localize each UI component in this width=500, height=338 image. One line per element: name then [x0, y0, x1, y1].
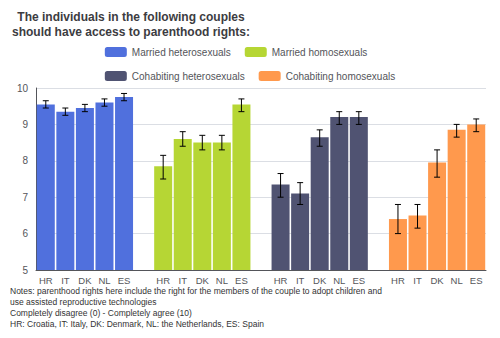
svg-text:10: 10 [17, 83, 29, 94]
svg-text:HR: HR [156, 275, 170, 286]
svg-text:use assisted reproductive tech: use assisted reproductive technologies [10, 297, 156, 307]
svg-text:DK: DK [196, 275, 210, 286]
svg-text:DK: DK [313, 275, 327, 286]
svg-text:ES: ES [352, 275, 365, 286]
svg-text:IT: IT [179, 275, 188, 286]
svg-text:Married heterosexuals: Married heterosexuals [132, 47, 231, 58]
svg-text:8: 8 [22, 155, 28, 166]
svg-text:IT: IT [61, 275, 70, 286]
svg-text:NL: NL [333, 275, 345, 286]
svg-text:ES: ES [470, 275, 483, 286]
svg-text:ES: ES [118, 275, 131, 286]
svg-text:Married homosexuals: Married homosexuals [272, 47, 368, 58]
svg-text:Cohabiting heterosexuals: Cohabiting heterosexuals [132, 71, 245, 82]
svg-text:DK: DK [78, 275, 92, 286]
svg-text:The individuals in the followi: The individuals in the following couples [17, 10, 245, 24]
svg-text:HR: HR [274, 275, 288, 286]
svg-text:ES: ES [235, 275, 248, 286]
svg-text:Cohabiting homosexuals: Cohabiting homosexuals [286, 71, 396, 82]
svg-text:6: 6 [22, 228, 28, 239]
svg-text:DK: DK [430, 275, 444, 286]
svg-text:HR: Croatia, IT: Italy, DK: De: HR: Croatia, IT: Italy, DK: Denmark, NL:… [10, 319, 264, 329]
svg-text:Completely disagree (0) - Comp: Completely disagree (0) - Completely agr… [10, 308, 192, 318]
svg-text:NL: NL [451, 275, 463, 286]
svg-text:NL: NL [98, 275, 110, 286]
svg-text:NL: NL [216, 275, 228, 286]
svg-text:5: 5 [22, 265, 28, 276]
svg-text:should have access to parentho: should have access to parenthood rights: [12, 25, 250, 39]
svg-text:IT: IT [413, 275, 422, 286]
svg-text:IT: IT [296, 275, 305, 286]
svg-text:9: 9 [22, 119, 28, 130]
svg-text:HR: HR [391, 275, 405, 286]
svg-text:HR: HR [39, 275, 53, 286]
svg-text:7: 7 [22, 192, 28, 203]
svg-text:Notes: parenthood rights here: Notes: parenthood rights here include th… [10, 286, 382, 296]
